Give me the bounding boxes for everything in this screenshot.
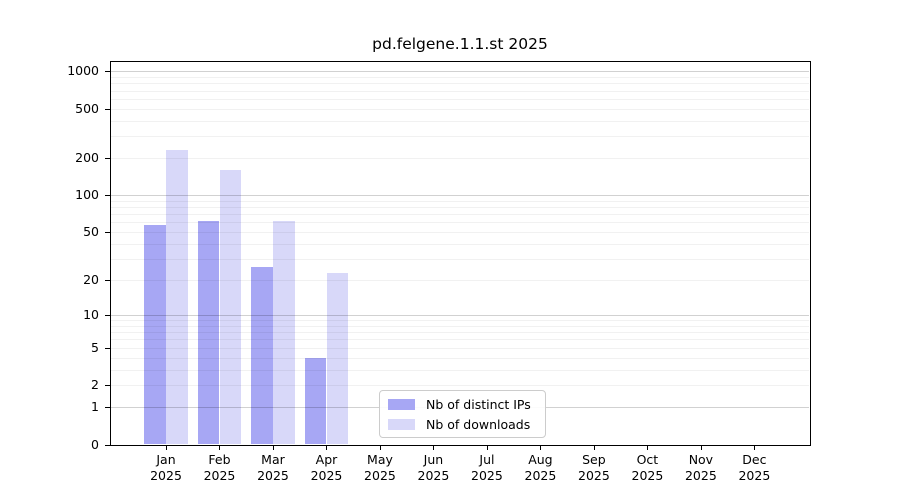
minor-gridline xyxy=(111,232,809,234)
y-tick xyxy=(105,232,110,234)
y-tick-label: 50 xyxy=(83,224,99,240)
y-tick xyxy=(105,315,110,316)
minor-gridline xyxy=(111,347,809,349)
x-tick xyxy=(754,445,756,450)
minor-gridline xyxy=(111,332,809,334)
x-tick xyxy=(486,445,488,450)
y-tick-label: 20 xyxy=(83,272,99,288)
x-tick-label: Jun 2025 xyxy=(417,452,450,483)
x-tick xyxy=(700,445,702,450)
y-tick-label: 0 xyxy=(91,436,99,452)
y-tick-label: 200 xyxy=(75,150,99,166)
x-tick xyxy=(272,445,274,450)
major-gridline xyxy=(111,195,809,197)
minor-gridline xyxy=(111,243,809,245)
bar-distinct-ips xyxy=(144,225,166,445)
bar-downloads xyxy=(273,220,295,445)
bar-distinct-ips xyxy=(304,357,327,445)
bar-downloads xyxy=(219,170,242,445)
x-tick-label: Jan 2025 xyxy=(150,452,182,483)
x-tick-label: Oct 2025 xyxy=(631,452,664,483)
x-tick-label: Apr 2025 xyxy=(310,452,343,483)
x-tick-label: Feb 2025 xyxy=(203,452,236,483)
minor-gridline xyxy=(111,320,809,322)
minor-gridline xyxy=(111,369,809,371)
minor-gridline xyxy=(111,136,809,138)
legend-label: Nb of distinct IPs xyxy=(426,396,531,412)
x-tick xyxy=(379,445,381,450)
y-tick-label: 1 xyxy=(91,399,99,415)
x-tick xyxy=(540,445,542,450)
y-tick xyxy=(105,347,110,349)
legend-item-distinct-ips: Nb of distinct IPs xyxy=(388,396,537,413)
minor-gridline xyxy=(111,357,809,359)
x-tick-label: May 2025 xyxy=(364,452,396,483)
legend-label: Nb of downloads xyxy=(426,416,531,432)
y-tick-label: 5 xyxy=(91,339,99,355)
x-tick xyxy=(166,445,167,450)
distinct-ips-swatch-icon xyxy=(388,398,415,410)
minor-gridline xyxy=(111,259,809,261)
minor-gridline xyxy=(111,158,809,160)
x-tick xyxy=(593,445,595,450)
minor-gridline xyxy=(111,120,809,122)
minor-gridline xyxy=(111,90,809,92)
downloads-swatch-icon xyxy=(388,418,415,430)
y-tick-label: 10 xyxy=(83,307,99,322)
x-tick xyxy=(219,445,221,450)
y-tick-label: 2 xyxy=(91,377,99,393)
y-tick xyxy=(105,385,110,387)
y-tick-label: 500 xyxy=(75,100,99,116)
y-tick xyxy=(105,108,110,110)
bar-distinct-ips xyxy=(251,266,273,445)
y-tick xyxy=(105,407,110,409)
y-tick xyxy=(105,158,110,160)
y-tick-label: 1000 xyxy=(67,63,99,79)
x-tick-label: Jul 2025 xyxy=(471,452,503,483)
minor-gridline xyxy=(111,108,809,110)
minor-gridline xyxy=(111,98,809,100)
y-tick-label: 100 xyxy=(75,187,99,203)
x-tick-label: Aug 2025 xyxy=(524,452,557,483)
x-tick-label: Dec 2025 xyxy=(738,452,771,483)
minor-gridline xyxy=(111,207,809,209)
major-gridline xyxy=(111,315,809,316)
y-tick xyxy=(105,71,110,73)
minor-gridline xyxy=(111,385,809,387)
minor-gridline xyxy=(111,77,809,79)
plot-frame xyxy=(110,61,811,446)
y-tick xyxy=(105,195,110,197)
minor-gridline xyxy=(111,325,809,327)
minor-gridline xyxy=(111,280,809,282)
minor-gridline xyxy=(111,222,809,224)
bar-distinct-ips xyxy=(197,220,220,445)
x-tick xyxy=(326,445,328,450)
bar-downloads xyxy=(326,272,349,445)
y-tick xyxy=(105,444,110,446)
legend: Nb of distinct IPs Nb of downloads xyxy=(379,390,546,438)
x-tick-label: Sep 2025 xyxy=(578,452,610,483)
chart-title: pd.felgene.1.1.st 2025 xyxy=(372,35,548,53)
bar-downloads xyxy=(166,149,188,445)
x-tick xyxy=(647,445,649,450)
x-tick-label: Nov 2025 xyxy=(684,452,717,483)
x-tick xyxy=(433,445,435,450)
major-gridline xyxy=(111,71,809,73)
minor-gridline xyxy=(111,339,809,341)
minor-gridline xyxy=(111,214,809,216)
legend-item-downloads: Nb of downloads xyxy=(388,416,537,433)
minor-gridline xyxy=(111,83,809,85)
y-tick xyxy=(105,280,110,282)
x-tick-label: Mar 2025 xyxy=(257,452,289,483)
minor-gridline xyxy=(111,200,809,202)
